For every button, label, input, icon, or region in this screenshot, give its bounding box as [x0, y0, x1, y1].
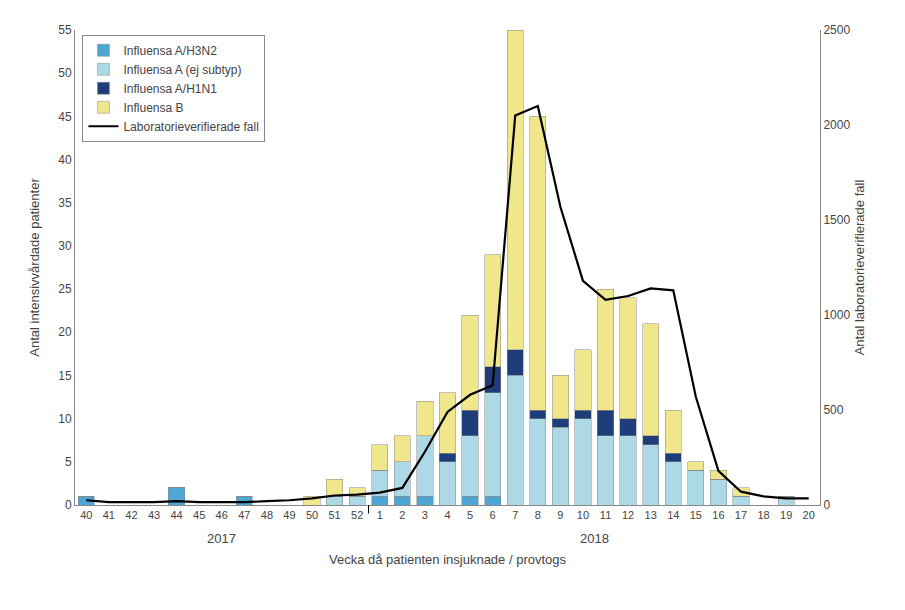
svg-text:0: 0	[823, 498, 830, 512]
svg-text:12: 12	[622, 509, 634, 521]
svg-text:Influensa A/H3N2: Influensa A/H3N2	[123, 44, 217, 58]
svg-text:2000: 2000	[823, 118, 850, 132]
svg-text:1500: 1500	[823, 213, 850, 227]
svg-text:50: 50	[58, 66, 72, 80]
svg-text:5: 5	[467, 509, 473, 521]
svg-text:46: 46	[216, 509, 228, 521]
svg-text:14: 14	[667, 509, 679, 521]
svg-text:44: 44	[170, 509, 182, 521]
svg-text:1: 1	[377, 509, 383, 521]
svg-text:Laboratorieverifierade fall: Laboratorieverifierade fall	[123, 120, 258, 134]
svg-text:3: 3	[422, 509, 428, 521]
svg-text:50: 50	[306, 509, 318, 521]
svg-text:Antal intensivvårdade patiente: Antal intensivvårdade patienter	[27, 178, 42, 357]
svg-text:48: 48	[261, 509, 273, 521]
svg-text:30: 30	[58, 239, 72, 253]
svg-text:13: 13	[645, 509, 657, 521]
svg-text:49: 49	[283, 509, 295, 521]
svg-text:2: 2	[399, 509, 405, 521]
svg-text:17: 17	[735, 509, 747, 521]
svg-text:41: 41	[103, 509, 115, 521]
svg-text:40: 40	[80, 509, 92, 521]
svg-text:45: 45	[58, 110, 72, 124]
svg-text:43: 43	[148, 509, 160, 521]
svg-text:Influensa A (ej subtyp): Influensa A (ej subtyp)	[123, 63, 241, 77]
svg-text:19: 19	[780, 509, 792, 521]
svg-text:7: 7	[512, 509, 518, 521]
svg-text:2018: 2018	[580, 531, 609, 546]
svg-text:42: 42	[125, 509, 137, 521]
svg-text:Influensa B: Influensa B	[123, 101, 183, 115]
svg-text:25: 25	[58, 282, 72, 296]
svg-text:16: 16	[712, 509, 724, 521]
svg-text:2017: 2017	[207, 531, 236, 546]
svg-text:1000: 1000	[823, 308, 850, 322]
svg-text:Antal laboratorieverifierade f: Antal laboratorieverifierade fall	[852, 180, 867, 356]
svg-text:45: 45	[193, 509, 205, 521]
svg-text:47: 47	[238, 509, 250, 521]
svg-text:55: 55	[58, 23, 72, 37]
svg-text:0: 0	[65, 498, 72, 512]
svg-text:20: 20	[803, 509, 815, 521]
svg-text:18: 18	[757, 509, 769, 521]
svg-text:40: 40	[58, 153, 72, 167]
svg-text:20: 20	[58, 325, 72, 339]
svg-text:15: 15	[58, 369, 72, 383]
svg-text:15: 15	[690, 509, 702, 521]
svg-text:8: 8	[535, 509, 541, 521]
svg-text:52: 52	[351, 509, 363, 521]
svg-text:Influensa A/H1N1: Influensa A/H1N1	[123, 82, 217, 96]
svg-text:9: 9	[557, 509, 563, 521]
svg-text:500: 500	[823, 403, 843, 417]
svg-text:4: 4	[444, 509, 450, 521]
svg-text:5: 5	[65, 455, 72, 469]
svg-text:10: 10	[577, 509, 589, 521]
svg-text:Vecka då patienten insjuknade: Vecka då patienten insjuknade / provtogs	[329, 552, 567, 567]
svg-text:35: 35	[58, 196, 72, 210]
svg-text:6: 6	[490, 509, 496, 521]
svg-text:2500: 2500	[823, 23, 850, 37]
svg-text:11: 11	[600, 509, 611, 521]
svg-text:51: 51	[328, 509, 340, 521]
svg-text:10: 10	[58, 412, 72, 426]
